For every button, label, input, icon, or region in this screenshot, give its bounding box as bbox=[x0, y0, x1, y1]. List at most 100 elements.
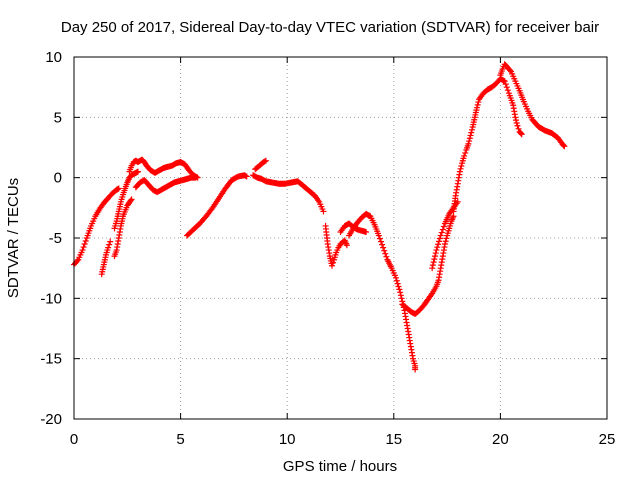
data-point bbox=[105, 244, 112, 251]
x-axis-label: GPS time / hours bbox=[283, 458, 397, 475]
data-point bbox=[435, 241, 442, 248]
data-point bbox=[440, 223, 447, 230]
data-point bbox=[465, 140, 472, 147]
data-point bbox=[343, 242, 350, 249]
data-point bbox=[397, 292, 404, 299]
data-point bbox=[379, 241, 386, 248]
y-tick-label: 10 bbox=[45, 49, 62, 66]
data-point bbox=[502, 81, 509, 88]
data-point bbox=[430, 259, 437, 266]
data-point bbox=[431, 256, 438, 263]
y-axis-label: SDTVAR / TECUs bbox=[5, 178, 22, 298]
data-point bbox=[457, 165, 464, 172]
y-tick-label: -10 bbox=[40, 290, 62, 307]
data-point bbox=[512, 114, 519, 121]
x-tick-label: 0 bbox=[70, 431, 78, 448]
data-point bbox=[82, 238, 89, 245]
data-point bbox=[378, 238, 385, 245]
y-tick-label: -15 bbox=[40, 351, 62, 368]
data-point bbox=[376, 235, 383, 242]
data-point bbox=[473, 104, 480, 111]
x-tick-label: 10 bbox=[279, 431, 296, 448]
y-tick-label: 0 bbox=[54, 170, 62, 187]
data-point bbox=[429, 262, 436, 269]
data-point bbox=[328, 262, 335, 269]
data-point bbox=[107, 238, 114, 245]
data-point bbox=[438, 229, 445, 236]
data-point bbox=[506, 67, 513, 74]
data-point bbox=[392, 274, 399, 281]
data-point bbox=[375, 232, 382, 239]
data-point bbox=[398, 295, 405, 302]
data-point bbox=[363, 228, 370, 235]
data-point bbox=[518, 130, 525, 137]
data-point bbox=[503, 84, 510, 91]
data-point bbox=[394, 280, 401, 287]
data-point bbox=[500, 77, 507, 84]
data-point bbox=[466, 138, 473, 145]
data-point bbox=[192, 174, 199, 181]
data-point bbox=[513, 119, 520, 126]
data-point bbox=[518, 131, 525, 138]
data-point bbox=[504, 87, 511, 94]
y-tick-label: -20 bbox=[40, 411, 62, 428]
data-point bbox=[74, 257, 81, 264]
data-point bbox=[454, 198, 461, 205]
x-tick-label: 25 bbox=[599, 431, 616, 448]
data-point bbox=[439, 226, 446, 233]
data-point bbox=[501, 78, 508, 85]
data-point bbox=[461, 152, 468, 159]
data-point bbox=[467, 132, 474, 139]
data-point bbox=[432, 253, 439, 260]
data-point bbox=[475, 99, 482, 106]
data-point bbox=[383, 253, 390, 260]
x-tick-label: 5 bbox=[176, 431, 184, 448]
data-point bbox=[432, 250, 439, 257]
data-point bbox=[436, 235, 443, 242]
data-point bbox=[128, 196, 135, 203]
chart-title: Day 250 of 2017, Sidereal Day-to-day VTE… bbox=[61, 19, 599, 36]
data-point bbox=[261, 158, 268, 165]
data-point bbox=[393, 277, 400, 284]
data-point bbox=[380, 244, 387, 251]
data-point bbox=[262, 157, 269, 164]
data-point bbox=[513, 117, 520, 124]
data-point bbox=[81, 241, 88, 248]
data-point bbox=[441, 241, 448, 248]
data-point bbox=[79, 247, 86, 254]
data-point bbox=[134, 168, 141, 175]
data-points bbox=[71, 61, 568, 373]
data-point bbox=[561, 143, 568, 150]
plot-frame bbox=[73, 56, 608, 420]
grid-lines bbox=[74, 57, 607, 419]
data-point bbox=[397, 289, 404, 296]
data-point bbox=[437, 232, 444, 239]
data-point bbox=[381, 247, 388, 254]
data-point bbox=[396, 286, 403, 293]
data-point bbox=[320, 208, 327, 215]
data-point bbox=[242, 172, 249, 179]
data-point bbox=[474, 101, 481, 108]
data-point bbox=[243, 173, 250, 180]
data-point bbox=[433, 247, 440, 254]
x-tick-label: 15 bbox=[385, 431, 402, 448]
data-point bbox=[429, 265, 436, 272]
y-tick-label: -5 bbox=[49, 230, 62, 247]
data-point bbox=[560, 142, 567, 149]
data-point bbox=[330, 259, 337, 266]
data-point bbox=[412, 366, 419, 373]
data-point bbox=[443, 235, 450, 242]
data-point bbox=[458, 163, 465, 170]
data-point bbox=[80, 244, 87, 251]
x-tick-label: 20 bbox=[492, 431, 509, 448]
data-point bbox=[456, 168, 463, 175]
data-point bbox=[466, 135, 473, 142]
data-point bbox=[395, 283, 402, 290]
data-point bbox=[127, 197, 134, 204]
data-point bbox=[468, 126, 475, 133]
data-point bbox=[442, 238, 449, 245]
y-tick-label: 5 bbox=[54, 109, 62, 126]
data-point bbox=[115, 185, 122, 192]
data-point bbox=[515, 125, 522, 132]
